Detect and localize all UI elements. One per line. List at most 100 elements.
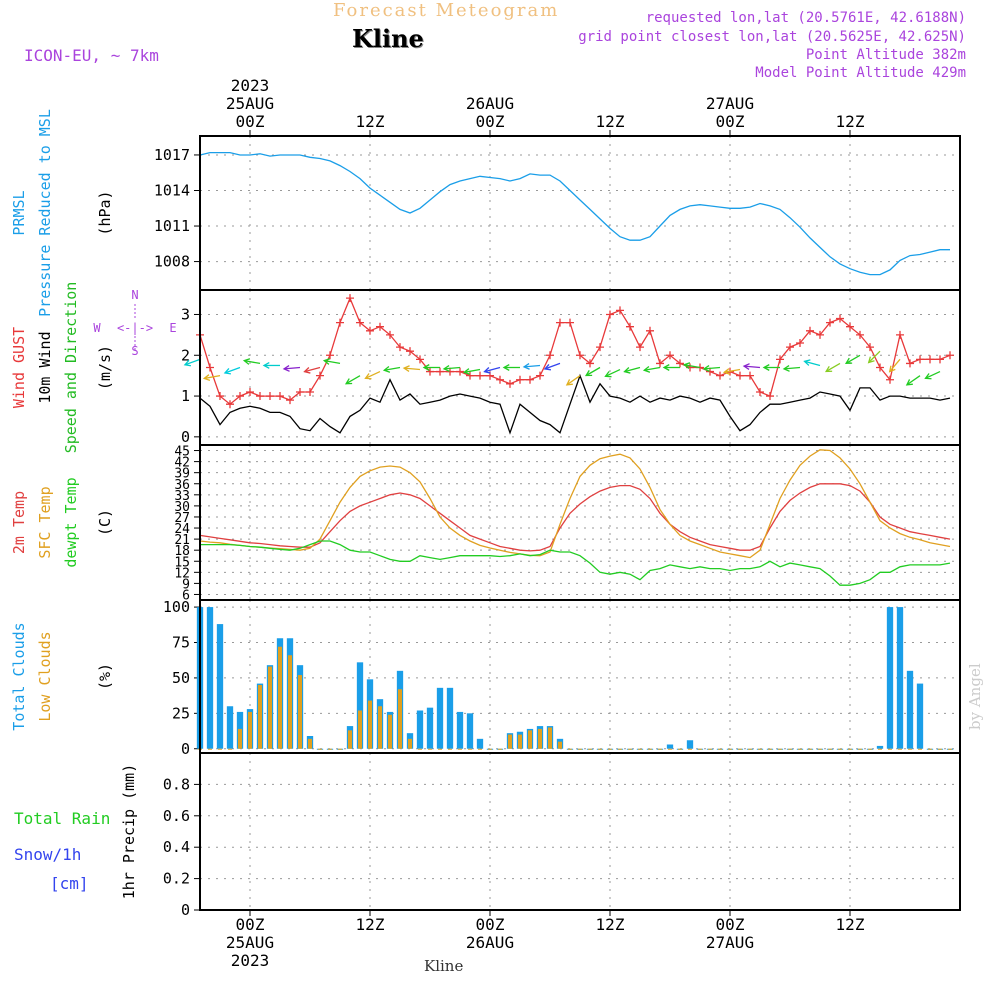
cloud-bar bbox=[287, 655, 293, 749]
gust-marker bbox=[336, 318, 344, 327]
cloud-bar bbox=[897, 748, 903, 750]
cloud-bar bbox=[686, 740, 694, 749]
cloud-bar bbox=[267, 666, 273, 749]
wind-arrow-head bbox=[888, 365, 896, 373]
gust-marker bbox=[906, 359, 914, 368]
wind-arrow bbox=[744, 365, 761, 369]
cloud-bar bbox=[916, 683, 924, 749]
gust-marker bbox=[806, 326, 814, 335]
cloud-bar bbox=[837, 748, 843, 750]
cloud-bar bbox=[587, 748, 593, 750]
wind-arrow bbox=[384, 366, 401, 371]
time-label-top: 26AUG bbox=[466, 94, 514, 113]
y-tick-label: 100 bbox=[163, 598, 190, 616]
gust-marker bbox=[366, 326, 374, 335]
y-axis-label: Low Clouds bbox=[36, 631, 54, 721]
wind-arrow bbox=[244, 360, 261, 365]
wind-arrow bbox=[605, 368, 621, 377]
time-label-bottom: 27AUG bbox=[706, 933, 754, 952]
cloud-bar bbox=[687, 748, 693, 750]
cloud-bar bbox=[347, 730, 353, 749]
y-tick-label: 75 bbox=[172, 634, 190, 652]
wind-arrow-head bbox=[422, 364, 430, 371]
y-tick-label: 0.2 bbox=[163, 870, 190, 888]
wind-arrow bbox=[345, 375, 361, 385]
cloud-bar bbox=[426, 707, 434, 749]
cloud-bar bbox=[397, 689, 403, 749]
wind-arrow bbox=[825, 362, 841, 372]
y-tick-label: 21 bbox=[174, 533, 190, 548]
cloud-bar bbox=[367, 700, 373, 749]
wind-arrow bbox=[704, 366, 721, 370]
time-label-bottom: 00Z bbox=[716, 915, 745, 934]
y-tick-label: 18 bbox=[174, 544, 190, 559]
cloud-bar bbox=[327, 748, 333, 750]
cloud-bar bbox=[487, 748, 493, 750]
wind-arrow-head bbox=[584, 370, 593, 377]
cloud-bar bbox=[207, 748, 213, 750]
cloud-bar bbox=[377, 706, 383, 749]
gust-marker bbox=[776, 355, 784, 364]
cloud-bar bbox=[657, 748, 663, 750]
gust-marker bbox=[426, 367, 434, 376]
y-axis-label: (m/s) bbox=[96, 345, 114, 390]
cloud-bar bbox=[407, 738, 413, 749]
cloud-bar bbox=[206, 607, 214, 749]
cloud-bar bbox=[787, 748, 793, 750]
cloud-bar bbox=[467, 748, 473, 750]
panel-frame bbox=[199, 289, 961, 446]
wind-arrow-head bbox=[183, 359, 191, 367]
series-line bbox=[199, 151, 950, 276]
wind-arrow bbox=[624, 366, 641, 373]
rain-label: Total Rain bbox=[14, 809, 110, 828]
cloud-bar bbox=[307, 738, 313, 749]
y-tick-label: 0.6 bbox=[163, 807, 190, 825]
wind-arrow bbox=[304, 366, 321, 373]
wind-arrow bbox=[464, 368, 481, 373]
wind-arrow-head bbox=[742, 363, 750, 370]
wind-arrow-head bbox=[565, 379, 573, 386]
cloud-bar bbox=[476, 738, 484, 749]
gust-marker bbox=[576, 351, 584, 360]
gust-marker bbox=[296, 387, 304, 396]
snow-unit-label: [cm] bbox=[50, 874, 89, 893]
cloud-bar bbox=[216, 624, 224, 749]
wind-arrow-head bbox=[442, 365, 450, 372]
cloud-bar bbox=[817, 748, 823, 750]
gust-marker bbox=[636, 343, 644, 352]
wind-arrow-head bbox=[824, 365, 833, 373]
gust-marker bbox=[766, 392, 774, 401]
wind-arrow-head bbox=[223, 368, 231, 375]
wind-arrow bbox=[889, 358, 901, 373]
y-tick-label: 42 bbox=[174, 456, 190, 471]
time-label-top: 12Z bbox=[596, 112, 625, 131]
cloud-bar bbox=[677, 748, 683, 750]
wind-arrow-head bbox=[262, 362, 270, 369]
wind-arrow bbox=[284, 366, 301, 370]
y-axis-label: Pressure Reduced to MSL bbox=[36, 109, 54, 317]
cloud-bar bbox=[896, 607, 904, 749]
cloud-bar bbox=[417, 748, 423, 750]
gust-marker bbox=[206, 363, 214, 372]
wind-arrow-head bbox=[282, 365, 290, 372]
gust-marker bbox=[846, 322, 854, 331]
time-label-bottom: 00Z bbox=[476, 915, 505, 934]
wind-arrow-head bbox=[303, 367, 311, 374]
wind-arrow-head bbox=[924, 373, 932, 380]
cloud-bar bbox=[947, 748, 953, 750]
wind-arrow bbox=[544, 362, 561, 370]
cloud-bar bbox=[297, 675, 303, 749]
gust-marker bbox=[586, 359, 594, 368]
wind-arrow bbox=[566, 375, 581, 386]
cloud-bar bbox=[637, 748, 643, 750]
gust-marker bbox=[626, 322, 634, 331]
snow-label: Snow/1h bbox=[14, 845, 81, 864]
y-tick-label: 1011 bbox=[154, 217, 190, 235]
gust-marker bbox=[546, 351, 554, 360]
y-axis-label: dewpt Temp bbox=[62, 477, 80, 567]
gust-marker bbox=[386, 330, 394, 339]
cloud-bar bbox=[567, 748, 573, 750]
panel-frame bbox=[199, 752, 961, 911]
y-tick-label: 0.4 bbox=[163, 838, 190, 856]
cloud-bar bbox=[717, 748, 723, 750]
